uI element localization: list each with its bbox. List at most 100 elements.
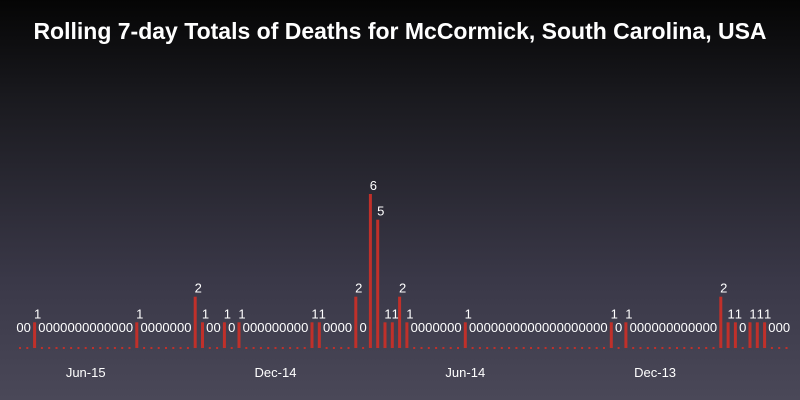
data-label: 0 (520, 320, 527, 335)
data-label: 0 (578, 320, 585, 335)
zero-marker (770, 347, 773, 349)
zero-marker (216, 347, 219, 349)
x-tick-label: Dec-13 (634, 365, 676, 380)
data-label: 0 (345, 320, 352, 335)
data-label: 2 (399, 281, 406, 296)
data-label: 0 (38, 320, 45, 335)
zero-marker (77, 347, 80, 349)
zero-marker (435, 347, 438, 349)
data-label: 0 (666, 320, 673, 335)
data-label: 0 (440, 320, 447, 335)
zero-marker (296, 347, 299, 349)
data-label: 1 (202, 306, 209, 321)
zero-marker (471, 347, 474, 349)
data-label: 0 (46, 320, 53, 335)
zero-marker (128, 347, 131, 349)
data-label: 1 (611, 306, 618, 321)
data-label: 1 (406, 306, 413, 321)
bar (748, 322, 752, 348)
x-tick-label: Dec-14 (255, 365, 297, 380)
zero-marker (172, 347, 175, 349)
zero-marker (332, 347, 335, 349)
zero-marker (245, 347, 248, 349)
data-label: 0 (447, 320, 454, 335)
zero-marker (705, 347, 708, 349)
zero-marker (186, 347, 189, 349)
data-label: 0 (542, 320, 549, 335)
data-label: 1 (764, 306, 771, 321)
zero-marker (639, 347, 642, 349)
data-label: 0 (206, 320, 213, 335)
data-label: 1 (465, 306, 472, 321)
zero-marker (70, 347, 73, 349)
bar (310, 322, 314, 348)
zero-marker (493, 347, 496, 349)
zero-marker (179, 347, 182, 349)
data-label: 5 (377, 204, 384, 219)
chart-title: Rolling 7-day Totals of Deaths for McCor… (33, 18, 767, 44)
data-label: 0 (491, 320, 498, 335)
data-label: 0 (148, 320, 155, 335)
bar (193, 296, 197, 348)
data-label: 1 (224, 306, 231, 321)
zero-marker (84, 347, 87, 349)
bar (755, 322, 759, 348)
data-label: 1 (319, 306, 326, 321)
data-label: 0 (97, 320, 104, 335)
data-label: 0 (67, 320, 74, 335)
data-label: 0 (600, 320, 607, 335)
data-label: 1 (727, 306, 734, 321)
zero-marker (632, 347, 635, 349)
data-label: 0 (527, 320, 534, 335)
data-label: 0 (89, 320, 96, 335)
data-label: 0 (564, 320, 571, 335)
zero-marker (26, 347, 29, 349)
data-label: 0 (637, 320, 644, 335)
data-label: 0 (498, 320, 505, 335)
data-label: 0 (250, 320, 257, 335)
zero-marker (325, 347, 328, 349)
zero-marker (690, 347, 693, 349)
zero-marker (143, 347, 146, 349)
data-label: 0 (768, 320, 775, 335)
zero-marker (515, 347, 518, 349)
zero-marker (712, 347, 715, 349)
zero-marker (230, 347, 233, 349)
data-label: 0 (644, 320, 651, 335)
data-label: 0 (549, 320, 556, 335)
zero-marker (595, 347, 598, 349)
data-label: 0 (505, 320, 512, 335)
zero-marker (697, 347, 700, 349)
zero-marker (508, 347, 511, 349)
zero-marker (442, 347, 445, 349)
data-label: 2 (720, 281, 727, 296)
zero-marker (457, 347, 459, 349)
data-label: 0 (16, 320, 23, 335)
zero-marker (92, 347, 94, 349)
data-label: 1 (34, 306, 41, 321)
zero-marker (559, 347, 562, 349)
zero-marker (113, 347, 116, 349)
zero-marker (208, 347, 211, 349)
data-label: 0 (272, 320, 279, 335)
data-label: 0 (104, 320, 111, 335)
bar (237, 322, 241, 348)
zero-marker (157, 347, 160, 349)
zero-marker (646, 347, 649, 349)
data-label: 1 (136, 306, 143, 321)
zero-marker (581, 347, 584, 349)
data-label: 1 (311, 306, 318, 321)
zero-marker (668, 347, 671, 349)
zero-marker (566, 347, 569, 349)
data-label: 0 (593, 320, 600, 335)
data-label: 0 (213, 320, 220, 335)
zero-marker (19, 347, 21, 349)
bar (463, 322, 467, 348)
zero-marker (478, 347, 481, 349)
bar (624, 322, 628, 348)
data-label: 0 (170, 320, 177, 335)
data-label: 0 (586, 320, 593, 335)
data-label: 0 (476, 320, 483, 335)
data-label: 0 (162, 320, 169, 335)
